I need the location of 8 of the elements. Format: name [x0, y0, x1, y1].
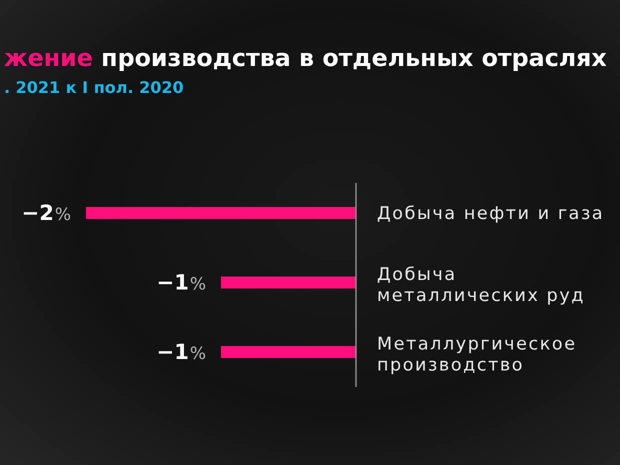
chart-title: жение производства в отдельных отраслях	[4, 44, 607, 72]
y-tick-label: Добыча металлических руд	[377, 265, 585, 306]
chart-subtitle: . 2021 к I пол. 2020	[4, 78, 184, 97]
data-label: −2%	[22, 201, 71, 225]
data-label: −1%	[156, 270, 206, 294]
y-tick-label: Металлургическое производство	[377, 334, 577, 376]
y-tick-label: Добыча нефти и газа	[377, 204, 604, 224]
data-label: −1%	[156, 340, 206, 364]
